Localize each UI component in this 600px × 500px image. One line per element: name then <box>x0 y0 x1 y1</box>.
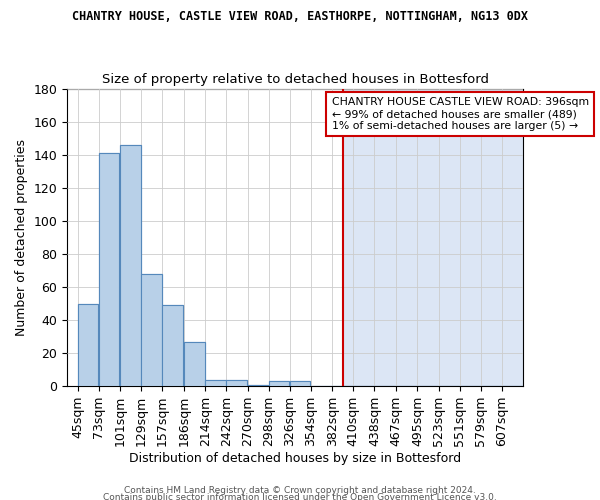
Text: Contains HM Land Registry data © Crown copyright and database right 2024.: Contains HM Land Registry data © Crown c… <box>124 486 476 495</box>
Text: CHANTRY HOUSE, CASTLE VIEW ROAD, EASTHORPE, NOTTINGHAM, NG13 0DX: CHANTRY HOUSE, CASTLE VIEW ROAD, EASTHOR… <box>72 10 528 23</box>
Bar <box>269 382 289 386</box>
Bar <box>141 274 161 386</box>
Bar <box>78 304 98 386</box>
Bar <box>226 380 247 386</box>
Bar <box>205 380 226 386</box>
Bar <box>184 342 205 386</box>
Bar <box>184 342 205 386</box>
Bar <box>120 145 140 386</box>
Bar <box>226 380 247 386</box>
Bar <box>120 145 140 386</box>
Bar <box>205 380 226 386</box>
Bar <box>269 382 289 386</box>
Title: Size of property relative to detached houses in Bottesford: Size of property relative to detached ho… <box>101 73 488 86</box>
Bar <box>248 384 268 386</box>
Bar <box>99 153 119 386</box>
Bar <box>99 153 119 386</box>
Text: Contains public sector information licensed under the Open Government Licence v3: Contains public sector information licen… <box>103 494 497 500</box>
Bar <box>248 384 268 386</box>
Bar <box>141 274 161 386</box>
Bar <box>67 88 343 386</box>
Bar <box>290 382 310 386</box>
X-axis label: Distribution of detached houses by size in Bottesford: Distribution of detached houses by size … <box>129 452 461 465</box>
Text: CHANTRY HOUSE CASTLE VIEW ROAD: 396sqm
← 99% of detached houses are smaller (489: CHANTRY HOUSE CASTLE VIEW ROAD: 396sqm ←… <box>332 98 589 130</box>
Bar <box>78 304 98 386</box>
Bar <box>162 305 183 386</box>
Bar <box>162 305 183 386</box>
Y-axis label: Number of detached properties: Number of detached properties <box>15 139 28 336</box>
Bar <box>290 382 310 386</box>
